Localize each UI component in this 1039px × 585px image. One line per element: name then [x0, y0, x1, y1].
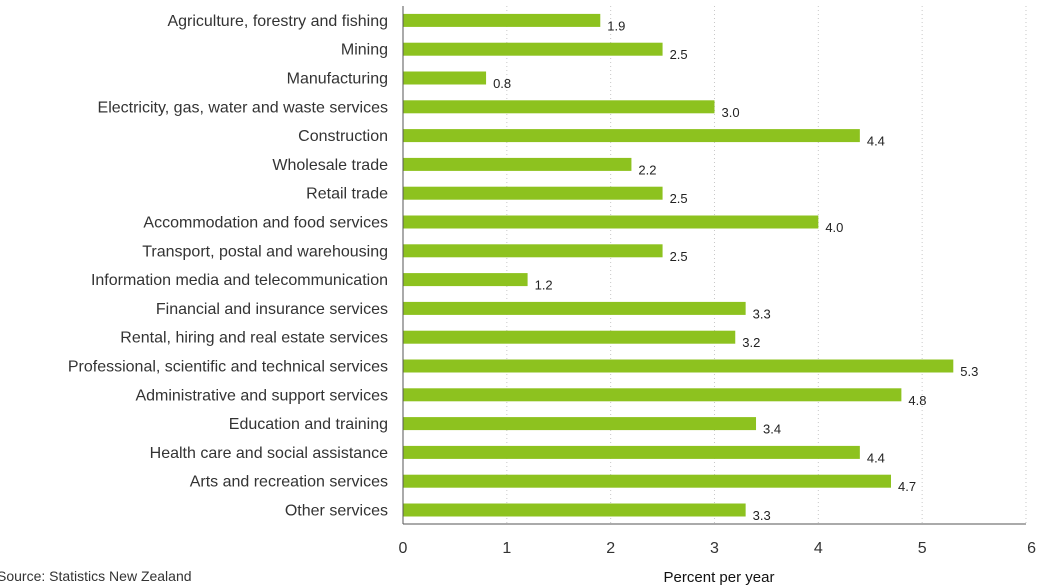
- value-labels: 1.9 2.5 0.8 3.0 4.4 2.2 2.5 4.0 2.5 1.2 3.3 3.2 5.3 4…: [493, 18, 978, 523]
- bar: [403, 42, 663, 56]
- category-label: Financial and insurance services: [156, 301, 388, 318]
- value-label: 4.4: [867, 134, 885, 149]
- value-label: 4.4: [867, 450, 885, 465]
- value-label: 3.4: [763, 422, 781, 437]
- bar: [403, 474, 892, 488]
- category-label: Other services: [285, 503, 388, 520]
- value-label: 4.7: [898, 479, 916, 494]
- bar: [403, 100, 715, 114]
- category-label: Manufacturing: [287, 71, 388, 88]
- category-label: Transport, postal and warehousing: [142, 243, 388, 260]
- bar: [403, 301, 746, 315]
- value-label: 0.8: [493, 76, 511, 91]
- value-label: 1.9: [607, 18, 625, 33]
- x-tick-label: 3: [710, 540, 719, 557]
- category-label: Arts and recreation services: [190, 474, 388, 491]
- category-label: Administrative and support services: [135, 387, 388, 404]
- bar: [403, 330, 736, 344]
- category-label: Mining: [341, 42, 388, 59]
- bar: [403, 186, 663, 200]
- category-label: Rental, hiring and real estate services: [120, 330, 388, 347]
- bar: [403, 13, 601, 27]
- category-label: Professional, scientific and technical s…: [68, 359, 388, 376]
- value-label: 3.0: [721, 105, 739, 120]
- bar: [403, 215, 819, 229]
- category-label: Wholesale trade: [272, 157, 388, 174]
- bar: [403, 157, 632, 171]
- category-label: Education and training: [229, 416, 388, 433]
- category-label: Electricity, gas, water and waste servic…: [98, 99, 388, 116]
- value-label: 2.5: [670, 249, 688, 264]
- x-tick-label: 2: [606, 540, 615, 557]
- category-label: Information media and telecommunication: [91, 272, 388, 289]
- value-label: 4.0: [825, 220, 843, 235]
- category-label: Accommodation and food services: [143, 215, 388, 232]
- bars: [403, 13, 954, 517]
- value-label: 3.3: [753, 306, 771, 321]
- category-label: Health care and social assistance: [150, 445, 388, 462]
- bar: [403, 503, 746, 517]
- x-tick-label: 0: [399, 540, 408, 557]
- bar: [403, 388, 902, 402]
- category-label: Construction: [298, 128, 388, 145]
- bar: [403, 359, 954, 373]
- source-note: Source: Statistics New Zealand: [0, 568, 192, 584]
- bar: [403, 445, 860, 459]
- value-label: 5.3: [960, 364, 978, 379]
- value-label: 4.8: [908, 393, 926, 408]
- x-tick-label: 5: [918, 540, 927, 557]
- bar: [403, 273, 528, 287]
- category-label: Retail trade: [306, 186, 388, 203]
- x-tick-label: 4: [814, 540, 823, 557]
- x-tick-labels: 0 1 2 3 4 5 6: [399, 540, 1037, 557]
- value-label: 1.2: [535, 278, 553, 293]
- x-tick-label: 6: [1027, 540, 1036, 557]
- bar: [403, 244, 663, 258]
- value-label: 3.3: [753, 508, 771, 523]
- bar: [403, 71, 487, 85]
- bar: [403, 417, 757, 431]
- value-label: 2.2: [638, 162, 656, 177]
- value-label: 2.5: [670, 191, 688, 206]
- bar: [403, 129, 860, 143]
- x-axis-label: Percent per year: [664, 569, 775, 585]
- value-label: 3.2: [742, 335, 760, 350]
- value-label: 2.5: [670, 47, 688, 62]
- x-tick-label: 1: [502, 540, 511, 557]
- category-labels: Agriculture, forestry and fishing Mining M…: [68, 13, 388, 520]
- category-label: Agriculture, forestry and fishing: [167, 13, 388, 30]
